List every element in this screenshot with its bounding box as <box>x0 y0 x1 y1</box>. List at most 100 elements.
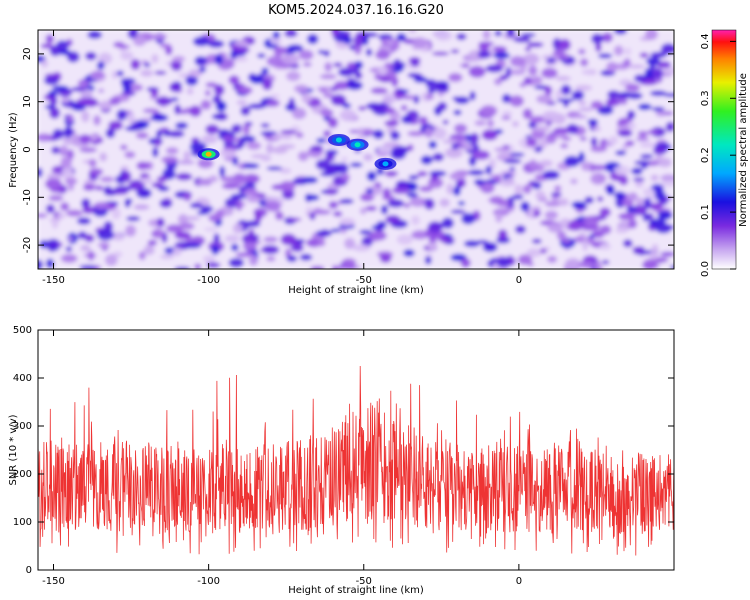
heatmap-cell <box>230 193 248 200</box>
heatmap-cell <box>316 137 327 144</box>
heatmap-cell <box>64 177 78 185</box>
heatmap-cell <box>183 242 202 249</box>
heatmap-cell <box>88 158 97 168</box>
heatmap-cell <box>456 33 467 41</box>
heatmap-cell <box>229 51 246 57</box>
heatmap-cell <box>425 93 435 100</box>
heatmap-cell <box>93 201 111 210</box>
heatmap-cell <box>169 82 182 93</box>
heatmap-cell <box>108 120 123 131</box>
heatmap-cell <box>261 78 273 91</box>
heatmap-cell <box>151 54 159 64</box>
heatmap-cell <box>298 49 314 61</box>
heatmap-cell <box>192 36 210 47</box>
x-tick-label: 0 <box>516 275 522 286</box>
heatmap-cell <box>237 140 246 148</box>
colorbar-ticks: 0.0 0.1 0.2 0.3 0.4 <box>700 33 736 277</box>
heatmap-cell <box>188 69 203 78</box>
heatmap-cell <box>555 75 571 82</box>
heatmap-cell <box>501 115 511 121</box>
heatmap-cell <box>632 177 645 182</box>
heatmap-cell <box>485 165 492 175</box>
heatmap-cell <box>531 181 542 190</box>
heatmap-cell <box>358 105 367 111</box>
heatmap-cell <box>320 108 334 118</box>
heatmap-cell <box>150 33 168 40</box>
heatmap-cell <box>481 129 498 141</box>
heatmap-cell <box>529 159 538 170</box>
heatmap-cell <box>642 213 650 222</box>
heatmap-cell <box>78 134 91 144</box>
heatmap-cell <box>118 44 131 49</box>
heatmap-cell <box>587 118 599 126</box>
heatmap-cell <box>457 201 466 206</box>
heatmap-cell <box>248 254 259 266</box>
heatmap-cell <box>592 126 601 132</box>
heatmap-cell <box>650 126 666 138</box>
heatmap-cell <box>562 136 572 141</box>
heatmap-cell <box>49 188 64 193</box>
heatmap-cell <box>343 30 351 37</box>
heatmap-cell <box>642 187 655 197</box>
heatmap-cell <box>60 202 70 211</box>
heatmap-cell <box>660 174 674 182</box>
heatmap-cell <box>157 185 170 192</box>
heatmap-cell <box>515 225 526 234</box>
heatmap-cell <box>457 178 467 188</box>
heatmap-cell <box>619 98 628 105</box>
heatmap-cell <box>376 220 387 230</box>
heatmap-cell <box>444 147 463 159</box>
heatmap-cell <box>408 174 420 180</box>
heatmap-cell <box>309 212 316 221</box>
heatmap-cell <box>375 49 391 61</box>
heatmap-cell <box>51 217 59 229</box>
heatmap-cell <box>382 92 396 105</box>
heatmap-cell <box>482 242 498 253</box>
heatmap-cell <box>354 43 362 55</box>
heatmap-cell <box>140 177 154 184</box>
heatmap-cell <box>120 51 134 61</box>
heatmap-cell <box>579 136 587 141</box>
heatmap-cell <box>302 176 318 184</box>
heatmap-cell <box>320 228 330 238</box>
heatmap-cell <box>180 222 195 230</box>
heatmap-cell <box>450 209 466 214</box>
heatmap-cell <box>530 115 547 124</box>
heatmap-cell <box>420 155 433 165</box>
heatmap-cell <box>396 234 413 245</box>
heatmap-cell <box>520 32 536 38</box>
heatmap-cell <box>597 196 604 202</box>
heatmap-cell <box>290 243 304 253</box>
heatmap-cell <box>413 76 428 83</box>
heatmap-cell <box>257 53 266 59</box>
heatmap-cell <box>299 253 313 261</box>
heatmap-cell <box>84 234 95 243</box>
heatmap-cell <box>519 82 527 88</box>
snr-y-ticks: 0 100 200 300 400 500 <box>13 325 674 576</box>
heatmap-cell <box>159 198 173 209</box>
heatmap-cell <box>649 90 667 97</box>
snr-y-label: SNR (10 * v/v) <box>8 414 19 485</box>
heatmap-cell <box>522 53 540 65</box>
heatmap-cell <box>47 90 59 97</box>
heatmap-cell <box>261 245 280 255</box>
heatmap-cell <box>660 180 674 187</box>
heatmap-cell <box>403 202 411 209</box>
heatmap-cell <box>45 258 55 269</box>
heatmap-cell <box>615 150 627 156</box>
heatmap-cell <box>228 75 240 85</box>
heatmap-cell <box>427 88 436 94</box>
heatmap-cell <box>161 156 179 164</box>
heatmap-cell <box>409 197 427 207</box>
heatmap-cell <box>150 89 159 98</box>
heatmap-cell <box>626 110 636 120</box>
heatmap-cell <box>562 53 570 61</box>
heatmap-cell <box>547 255 558 263</box>
figure-title: KOM5.2024.037.16.16.G20 <box>268 3 444 18</box>
heatmap-cell <box>400 104 408 111</box>
heatmap-cell <box>643 197 652 210</box>
heatmap-cell <box>375 227 384 232</box>
heatmap-cell <box>614 191 626 200</box>
heatmap-cell <box>601 259 610 265</box>
heatmap-cell <box>266 256 276 262</box>
